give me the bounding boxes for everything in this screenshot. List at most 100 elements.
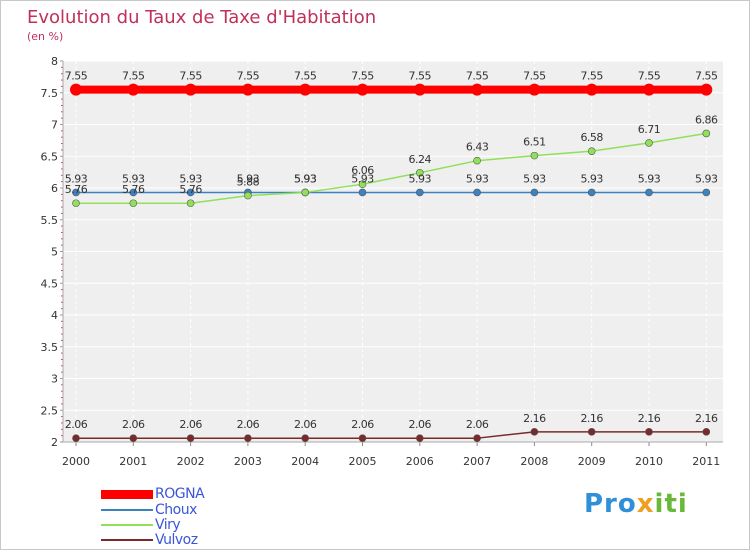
y-tick-label: 4 (51, 309, 58, 322)
point-rogna (70, 83, 82, 96)
point-viry (415, 168, 424, 177)
data-label-rogna: 7.55 (638, 70, 661, 83)
data-label-viry: 6.06 (351, 164, 374, 177)
data-label-rogna: 7.55 (466, 70, 489, 83)
logo-part-1: Pro (584, 489, 637, 519)
data-label-viry: 5.76 (65, 183, 88, 196)
x-tick-label: 2009 (578, 455, 606, 468)
point-vulvoz (301, 434, 310, 442)
point-viry (702, 129, 711, 138)
legend-swatch-vulvoz (101, 539, 153, 541)
data-label-vulvoz: 2.06 (409, 418, 432, 431)
data-label-choux: 5.93 (523, 172, 546, 185)
point-vulvoz (244, 434, 252, 442)
point-choux (415, 188, 424, 197)
series-line-viry (76, 132, 707, 204)
y-tick-label: 6.5 (41, 150, 59, 163)
legend-label-rogna: ROGNA (155, 486, 205, 502)
logo-part-2: x (636, 489, 655, 519)
data-label-vulvoz: 2.06 (237, 418, 260, 431)
data-label-rogna: 7.55 (294, 70, 317, 83)
x-tick-label: 2007 (463, 455, 491, 468)
point-rogna (356, 83, 369, 96)
data-label-choux: 5.93 (695, 172, 718, 185)
x-tick-label: 2001 (119, 455, 147, 468)
y-tick-label: 7 (51, 119, 58, 132)
point-rogna (585, 83, 598, 96)
y-tick-label: 7.5 (41, 87, 59, 100)
y-tick-label: 2 (51, 436, 58, 449)
legend-label-viry: Viry (155, 517, 181, 533)
data-label-rogna: 7.55 (351, 70, 374, 83)
point-vulvoz (72, 434, 80, 442)
y-tick-label: 3 (51, 373, 58, 386)
x-tick-label: 2011 (692, 455, 720, 468)
data-label-choux: 5.93 (351, 172, 374, 185)
x-tick-label: 2000 (62, 455, 90, 468)
point-rogna (528, 83, 541, 96)
point-rogna (643, 83, 655, 96)
point-vulvoz (530, 428, 539, 436)
x-tick-label: 2008 (520, 455, 548, 468)
data-label-choux: 5.93 (122, 172, 145, 185)
data-label-choux: 5.93 (65, 172, 88, 185)
data-label-choux: 5.93 (179, 172, 202, 185)
point-rogna (700, 83, 713, 96)
legend-swatch-rogna (101, 490, 153, 499)
point-viry (186, 199, 195, 208)
y-tick-label: 5.5 (41, 214, 59, 227)
point-choux (645, 188, 653, 197)
series-line-vulvoz (76, 431, 707, 439)
data-label-viry: 6.24 (409, 153, 432, 166)
data-label-viry: 6.58 (580, 131, 603, 144)
point-choux (530, 188, 539, 197)
data-label-choux: 5.93 (294, 172, 317, 185)
point-vulvoz (358, 434, 367, 442)
data-label-vulvoz: 2.16 (580, 412, 603, 425)
data-label-rogna: 7.55 (65, 70, 88, 83)
data-label-vulvoz: 2.16 (523, 412, 546, 425)
point-choux (587, 188, 596, 197)
legend-label-choux: Choux (155, 502, 197, 518)
point-rogna (413, 83, 426, 96)
point-rogna (127, 83, 140, 96)
data-label-viry: 6.71 (638, 123, 661, 136)
data-label-rogna: 7.55 (122, 70, 145, 83)
point-viry (530, 151, 539, 160)
point-rogna (184, 83, 197, 96)
point-viry (129, 199, 138, 208)
x-tick-label: 2004 (291, 455, 319, 468)
logo-part-3: iti (654, 489, 688, 519)
point-vulvoz (186, 434, 195, 442)
point-choux (72, 188, 80, 197)
data-label-vulvoz: 2.06 (294, 418, 317, 431)
point-viry (358, 180, 367, 188)
x-tick-label: 2006 (406, 455, 434, 468)
data-label-viry: 6.86 (695, 113, 718, 126)
data-label-choux: 5.93 (638, 172, 661, 185)
data-label-viry: 5.93 (294, 172, 317, 185)
data-label-rogna: 7.55 (580, 70, 603, 83)
legend-label-vulvoz: Vulvoz (155, 532, 198, 548)
data-label-viry: 6.51 (523, 136, 546, 149)
chart-unit: (en %) (27, 30, 64, 43)
point-rogna (299, 83, 312, 96)
data-label-rogna: 7.55 (237, 70, 260, 83)
point-viry (301, 188, 310, 197)
point-viry (72, 199, 80, 208)
point-rogna (241, 83, 254, 96)
data-label-vulvoz: 2.06 (65, 418, 88, 431)
y-tick-label: 8 (51, 55, 58, 68)
data-label-rogna: 7.55 (179, 70, 202, 83)
y-tick-label: 5 (51, 246, 58, 259)
data-label-vulvoz: 2.06 (179, 418, 202, 431)
data-label-vulvoz: 2.06 (122, 418, 145, 431)
point-vulvoz (645, 428, 653, 436)
y-tick-label: 6 (51, 182, 58, 195)
y-tick-label: 2.5 (41, 404, 59, 417)
data-label-vulvoz: 2.06 (351, 418, 374, 431)
legend-swatch-choux (101, 509, 153, 511)
point-rogna (471, 83, 484, 96)
data-label-vulvoz: 2.06 (466, 418, 489, 431)
